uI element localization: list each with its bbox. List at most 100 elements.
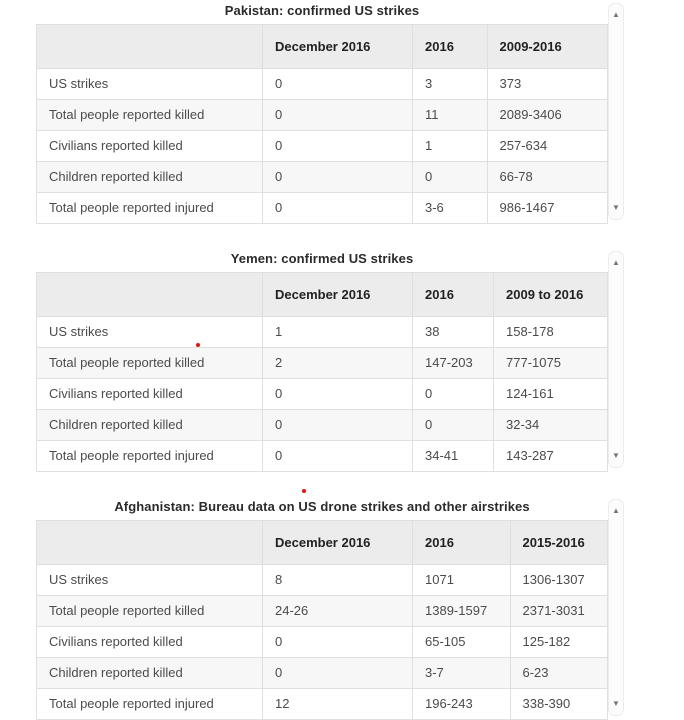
cell-value: 0 (262, 130, 413, 162)
cell-value: 66-78 (486, 161, 609, 193)
row-label: Children reported killed (36, 657, 263, 689)
vertical-scrollbar[interactable]: ▲ ▼ (608, 499, 624, 716)
cell-value: 1 (262, 316, 413, 348)
cell-value: 24-26 (262, 595, 413, 627)
scroll-down-icon[interactable]: ▼ (612, 451, 620, 460)
cell-value: 373 (486, 68, 609, 100)
column-header (36, 272, 263, 317)
row-label: Total people reported injured (36, 192, 263, 224)
header-row: December 2016 2016 2009-2016 (36, 24, 609, 69)
cell-value: 986-1467 (486, 192, 609, 224)
cell-value: 12 (262, 688, 413, 720)
cell-value: 0 (412, 161, 488, 193)
cell-value: 3-7 (412, 657, 511, 689)
table-row: Total people reported injured 0 34-41 143-2… (36, 440, 608, 472)
scroll-up-icon[interactable]: ▲ (612, 10, 620, 19)
table-row: Total people reported killed 24-26 1389-15… (36, 595, 608, 627)
cell-value: 196-243 (412, 688, 511, 720)
cell-value: 0 (262, 161, 413, 193)
table-row: Total people reported injured 12 196-243 33… (36, 688, 608, 720)
cell-value: 0 (262, 378, 413, 410)
row-label: Total people reported killed (36, 595, 263, 627)
row-label: Total people reported injured (36, 688, 263, 720)
scroll-down-icon[interactable]: ▼ (612, 699, 620, 708)
data-table: December 2016 2016 2009-2016 US strikes 0 3 3… (36, 24, 609, 224)
table-section: Pakistan: confirmed US strikes December … (0, 3, 684, 224)
row-label: Civilians reported killed (36, 378, 263, 410)
table-title: Yemen: confirmed US strikes (230, 251, 414, 266)
data-table: December 2016 2016 2009 to 2016 US strikes… (36, 272, 608, 472)
row-label: US strikes (36, 68, 263, 100)
scroll-up-icon[interactable]: ▲ (612, 506, 620, 515)
cell-value: 0 (262, 626, 413, 658)
cell-value: 777-1075 (493, 347, 608, 379)
cell-value: 0 (262, 409, 413, 441)
scroll-up-icon[interactable]: ▲ (612, 258, 620, 267)
column-header: 2009 to 2016 (493, 272, 608, 317)
cell-value: 0 (262, 192, 413, 224)
cell-value: 32-34 (493, 409, 608, 441)
table-title: Pakistan: confirmed US strikes (224, 3, 420, 18)
table-title: Afghanistan: Bureau data on US drone str… (114, 499, 530, 514)
cell-value: 1306-1307 (509, 564, 608, 596)
cell-value: 147-203 (412, 347, 494, 379)
header-row: December 2016 2016 2015-2016 (36, 520, 608, 565)
column-header: December 2016 (262, 24, 413, 69)
cell-value: 0 (262, 657, 413, 689)
red-marker-dot (302, 489, 306, 493)
cell-value: 3-6 (412, 192, 488, 224)
table-row: Total people reported killed 2 147-203 777-… (36, 347, 608, 379)
cell-value: 8 (262, 564, 413, 596)
header-row: December 2016 2016 2009 to 2016 (36, 272, 608, 317)
vertical-scrollbar[interactable]: ▲ ▼ (608, 3, 624, 220)
cell-value: 2 (262, 347, 413, 379)
table-section: Yemen: confirmed US strikes December 201… (0, 251, 684, 472)
table-row: US strikes 0 3 373 (36, 68, 609, 100)
red-marker-dot (196, 343, 200, 347)
cell-value: 6-23 (509, 657, 608, 689)
cell-value: 158-178 (493, 316, 608, 348)
cell-value: 0 (412, 378, 494, 410)
cell-value: 1389-1597 (412, 595, 511, 627)
row-label: Children reported killed (36, 409, 263, 441)
cell-value: 2371-3031 (509, 595, 608, 627)
column-header: December 2016 (262, 520, 413, 565)
cell-value: 125-182 (509, 626, 608, 658)
table-row: Total people reported killed 0 11 2089-3406 (36, 99, 609, 131)
cell-value: 65-105 (412, 626, 511, 658)
table-row: Civilians reported killed 0 1 257-634 (36, 130, 609, 162)
row-label: Children reported killed (36, 161, 263, 193)
column-header: December 2016 (262, 272, 413, 317)
cell-value: 257-634 (486, 130, 609, 162)
column-header: 2016 (412, 24, 488, 69)
column-header (36, 24, 263, 69)
table-row: Children reported killed 0 3-7 6-23 (36, 657, 608, 689)
cell-value: 3 (412, 68, 488, 100)
table-row: Civilians reported killed 0 0 124-161 (36, 378, 608, 410)
cell-value: 0 (262, 440, 413, 472)
cell-value: 38 (412, 316, 494, 348)
cell-value: 34-41 (412, 440, 494, 472)
row-label: US strikes (36, 316, 263, 348)
column-header (36, 520, 263, 565)
column-header: 2009-2016 (486, 24, 609, 69)
table-row: Children reported killed 0 0 32-34 (36, 409, 608, 441)
vertical-scrollbar[interactable]: ▲ ▼ (608, 251, 624, 468)
cell-value: 338-390 (509, 688, 608, 720)
row-label: Civilians reported killed (36, 130, 263, 162)
row-label: Total people reported killed (36, 99, 263, 131)
scroll-down-icon[interactable]: ▼ (612, 203, 620, 212)
cell-value: 0 (412, 409, 494, 441)
data-table: December 2016 2016 2015-2016 US strikes 8 10… (36, 520, 608, 720)
table-row: US strikes 1 38 158-178 (36, 316, 608, 348)
table-section: Afghanistan: Bureau data on US drone str… (0, 499, 684, 720)
table-row: US strikes 8 1071 1306-1307 (36, 564, 608, 596)
row-label: Total people reported killed (36, 347, 263, 379)
table-row: Children reported killed 0 0 66-78 (36, 161, 609, 193)
cell-value: 124-161 (493, 378, 608, 410)
column-header: 2016 (412, 520, 511, 565)
row-label: Total people reported injured (36, 440, 263, 472)
cell-value: 11 (412, 99, 488, 131)
